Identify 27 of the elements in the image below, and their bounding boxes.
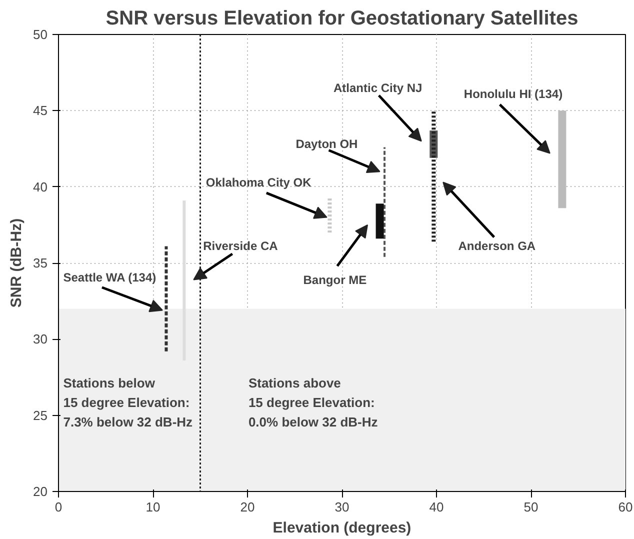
x-tick-label: 30 [334, 500, 350, 514]
annotation: Stations below 15 degree Elevation: 7.3% below 32 dB-Hz [63, 376, 194, 430]
series-label: Honolulu HI (134) [464, 86, 563, 101]
text: Anderson GA [458, 239, 536, 254]
y-tick-label: 25 [33, 408, 48, 423]
text: Bangor ME [303, 272, 367, 287]
text: Dayton OH [296, 137, 358, 152]
y-axis-title: SNR (dB-Hz) [8, 218, 26, 308]
y-tick-label: 30 [33, 332, 48, 347]
x-axis-title: Elevation (degrees) [272, 520, 412, 536]
y-tick-label: 40 [33, 179, 48, 194]
series-label: Oklahoma City OK [206, 175, 312, 190]
x-tick-label: 60 [618, 500, 633, 514]
y-tick-label: 50 [33, 27, 48, 42]
x-tick-label: 20 [240, 500, 255, 514]
series-label: Seattle WA (134) [63, 270, 156, 284]
x-tick-label: 10 [146, 500, 160, 514]
x-tick-label: 0 [54, 500, 62, 514]
y-tick-label: 35 [33, 256, 48, 270]
annotation: Stations above 15 degree Elevation: 0.0% below 32 dB-Hz [248, 376, 378, 430]
x-tick-label: 40 [429, 500, 444, 514]
y-tick-label: 20 [33, 484, 48, 499]
y-tick-label: 45 [33, 103, 48, 118]
chart-title: SNR versus Elevation for Geostationary Satellites [106, 8, 578, 30]
series-label: Riverside CA [203, 239, 278, 254]
text: Atlantic City NJ [333, 80, 422, 95]
x-tick-label: 50 [524, 500, 538, 514]
